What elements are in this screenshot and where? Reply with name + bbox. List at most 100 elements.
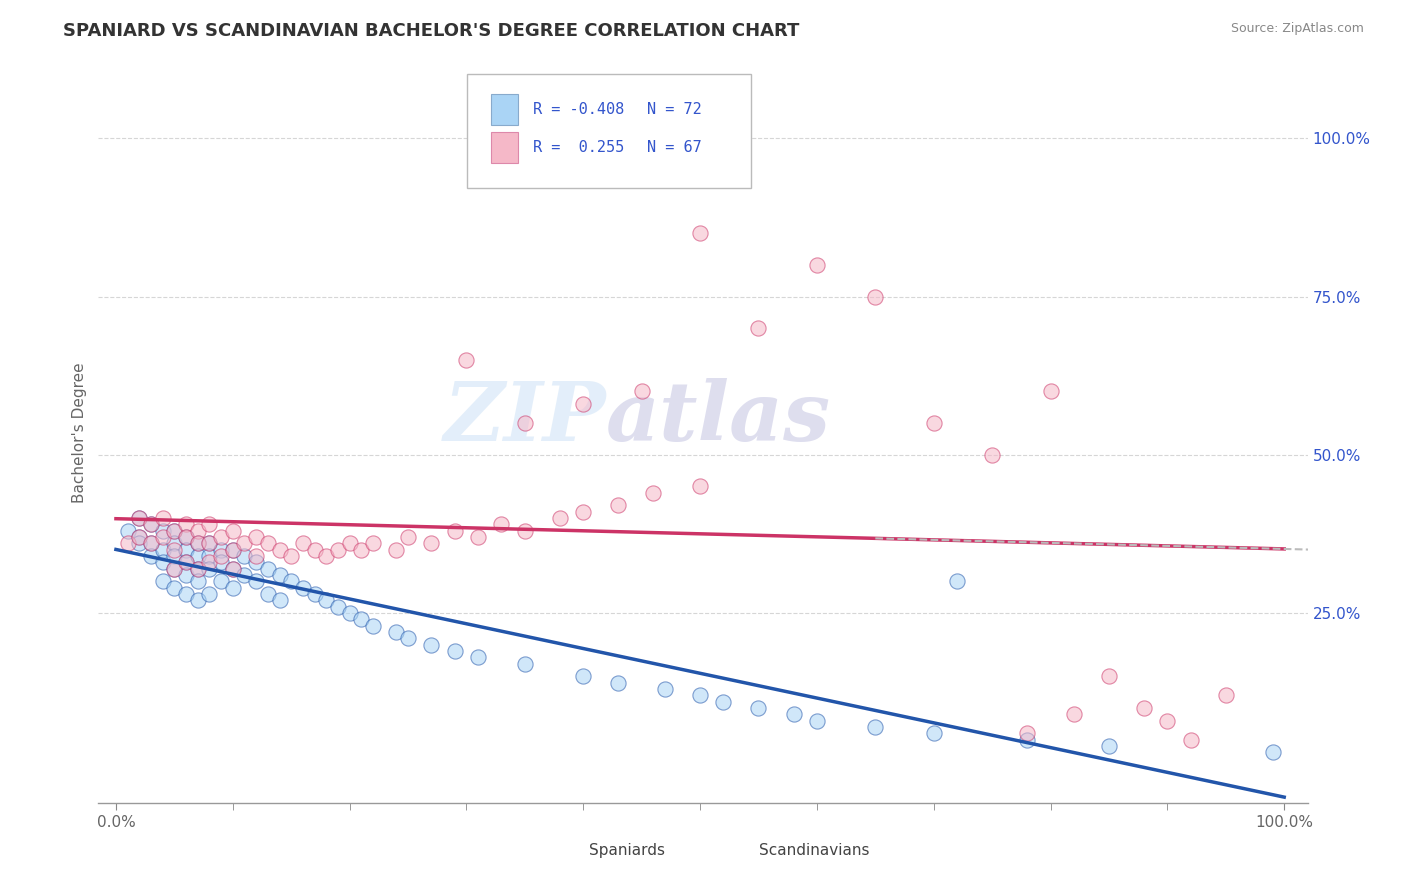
Point [396, 530, 419, 544]
Point [256, 536, 278, 550]
Point [806, 258, 828, 272]
Point [922, 726, 945, 740]
Point [233, 549, 256, 563]
Point [339, 536, 361, 550]
Point [361, 536, 384, 550]
Point [1261, 745, 1284, 759]
Point [513, 524, 536, 538]
Point [269, 593, 291, 607]
Text: N = 72: N = 72 [647, 102, 702, 117]
FancyBboxPatch shape [467, 73, 751, 188]
Point [256, 587, 278, 601]
Point [152, 542, 174, 557]
Point [163, 562, 186, 576]
FancyBboxPatch shape [492, 94, 517, 125]
Point [187, 549, 209, 563]
Point [245, 574, 267, 589]
Point [1098, 739, 1121, 753]
Point [713, 694, 735, 708]
Point [689, 227, 711, 241]
Point [385, 542, 408, 557]
Point [139, 536, 162, 550]
Point [139, 517, 162, 532]
Point [187, 524, 209, 538]
Point [128, 536, 150, 550]
Point [385, 624, 408, 639]
Point [187, 562, 209, 576]
Y-axis label: Bachelor's Degree: Bachelor's Degree [72, 362, 87, 503]
Point [198, 536, 221, 550]
Point [572, 505, 595, 519]
Point [128, 530, 150, 544]
Point [139, 517, 162, 532]
Point [117, 536, 139, 550]
Point [152, 511, 174, 525]
Point [689, 688, 711, 702]
Point [689, 479, 711, 493]
Point [245, 530, 267, 544]
Point [209, 549, 232, 563]
Point [163, 524, 186, 538]
Text: R = -0.408: R = -0.408 [533, 102, 624, 117]
Point [128, 511, 150, 525]
Point [350, 542, 373, 557]
Point [269, 542, 291, 557]
Point [572, 669, 595, 683]
Point [198, 536, 221, 550]
Point [222, 581, 245, 595]
Point [806, 714, 828, 728]
Point [139, 536, 162, 550]
Point [946, 574, 969, 589]
Text: Source: ZipAtlas.com: Source: ZipAtlas.com [1230, 22, 1364, 36]
FancyBboxPatch shape [727, 838, 749, 863]
Point [467, 650, 489, 665]
Point [315, 549, 337, 563]
FancyBboxPatch shape [492, 132, 517, 163]
Point [1017, 726, 1039, 740]
Point [163, 536, 186, 550]
Point [117, 524, 139, 538]
Text: SPANIARD VS SCANDINAVIAN BACHELOR'S DEGREE CORRELATION CHART: SPANIARD VS SCANDINAVIAN BACHELOR'S DEGR… [63, 22, 800, 40]
Point [513, 416, 536, 430]
Point [152, 530, 174, 544]
Point [163, 524, 186, 538]
Point [174, 517, 197, 532]
Point [222, 562, 245, 576]
Point [174, 555, 197, 569]
Point [163, 581, 186, 595]
Point [548, 511, 571, 525]
Point [782, 707, 804, 722]
Point [222, 524, 245, 538]
Point [198, 587, 221, 601]
Point [291, 581, 314, 595]
Point [339, 606, 361, 620]
Point [491, 517, 513, 532]
Point [350, 612, 373, 626]
Point [456, 352, 478, 367]
Point [654, 681, 676, 696]
Text: atlas: atlas [606, 378, 831, 458]
Point [420, 638, 443, 652]
Point [607, 499, 630, 513]
Point [152, 524, 174, 538]
Point [1017, 732, 1039, 747]
Point [315, 593, 337, 607]
Point [280, 574, 302, 589]
Point [291, 536, 314, 550]
Point [630, 384, 652, 399]
Point [187, 536, 209, 550]
Point [187, 562, 209, 576]
Point [420, 536, 443, 550]
Point [245, 555, 267, 569]
Point [1063, 707, 1085, 722]
Point [326, 542, 349, 557]
Text: N = 67: N = 67 [647, 140, 702, 155]
Text: R =  0.255: R = 0.255 [533, 140, 624, 155]
Point [280, 549, 302, 563]
Point [198, 549, 221, 563]
Point [174, 542, 197, 557]
Point [222, 542, 245, 557]
Point [174, 555, 197, 569]
Point [326, 599, 349, 614]
Point [174, 568, 197, 582]
